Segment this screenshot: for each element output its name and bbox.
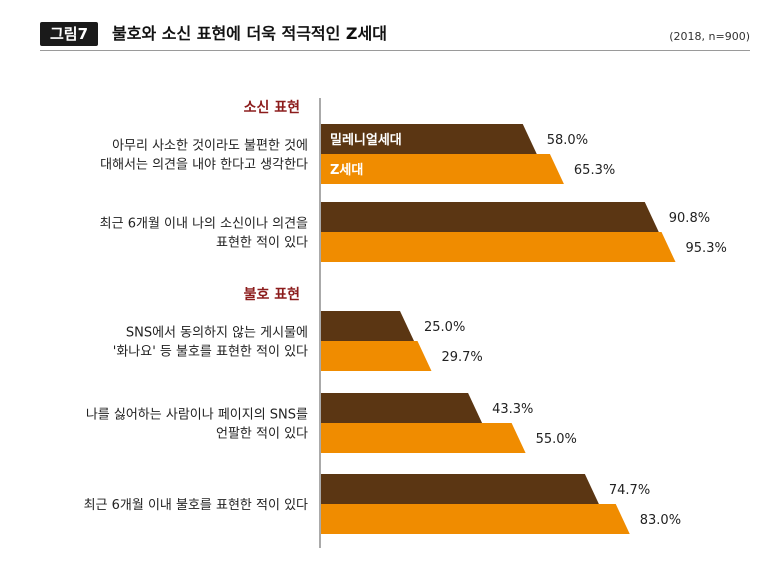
category-label: 표현한 적이 있다 bbox=[216, 236, 308, 251]
sample-note: (2018, n=900) bbox=[669, 30, 750, 43]
value-label: 29.7% bbox=[441, 350, 482, 365]
legend-label: Z세대 bbox=[330, 163, 363, 178]
header-divider bbox=[40, 50, 750, 51]
legend-label: 밀레니얼세대 bbox=[330, 133, 402, 148]
value-label: 58.0% bbox=[547, 133, 588, 148]
value-label: 55.0% bbox=[536, 432, 577, 447]
figure-header: 그림7 불호와 소신 표현에 더욱 적극적인 Z세대 (2018, n=900) bbox=[40, 18, 750, 50]
category-label: 최근 6개월 이내 불호를 표현한 적이 있다 bbox=[84, 498, 308, 513]
figure-label: 그림7 bbox=[40, 22, 99, 46]
bar-genz bbox=[321, 504, 630, 534]
category-label: SNS에서 동의하지 않는 게시물에 bbox=[126, 326, 308, 341]
category-label: 아무리 사소한 것이라도 불편한 것에 bbox=[112, 139, 308, 154]
figure-title: 불호와 소신 표현에 더욱 적극적인 Z세대 bbox=[112, 24, 387, 43]
bar-genz bbox=[321, 232, 676, 262]
bar-millennial bbox=[321, 311, 414, 341]
bar-genz bbox=[321, 341, 432, 371]
bar-millennial bbox=[321, 474, 599, 504]
category-label: 대해서는 의견을 내야 한다고 생각한다 bbox=[100, 158, 308, 173]
category-label: 언팔한 적이 있다 bbox=[216, 427, 308, 442]
bar-millennial bbox=[321, 124, 537, 154]
value-label: 25.0% bbox=[424, 320, 465, 335]
section-title: 소신 표현 bbox=[244, 100, 300, 116]
bar-genz bbox=[321, 423, 526, 453]
value-label: 43.3% bbox=[492, 402, 533, 417]
category-label: '화나요' 등 불호를 표현한 적이 있다 bbox=[113, 345, 308, 360]
category-label: 최근 6개월 이내 나의 소신이나 의견을 bbox=[100, 217, 308, 232]
value-label: 83.0% bbox=[640, 513, 681, 528]
value-label: 65.3% bbox=[574, 163, 615, 178]
section-title: 불호 표현 bbox=[244, 287, 300, 303]
bar-millennial bbox=[321, 202, 659, 232]
value-label: 74.7% bbox=[609, 483, 650, 498]
bar-millennial bbox=[321, 393, 483, 423]
bar-genz bbox=[321, 154, 564, 184]
category-label: 나를 싫어하는 사람이나 페이지의 SNS를 bbox=[86, 408, 308, 423]
value-label: 90.8% bbox=[669, 211, 710, 226]
value-label: 95.3% bbox=[686, 241, 727, 256]
